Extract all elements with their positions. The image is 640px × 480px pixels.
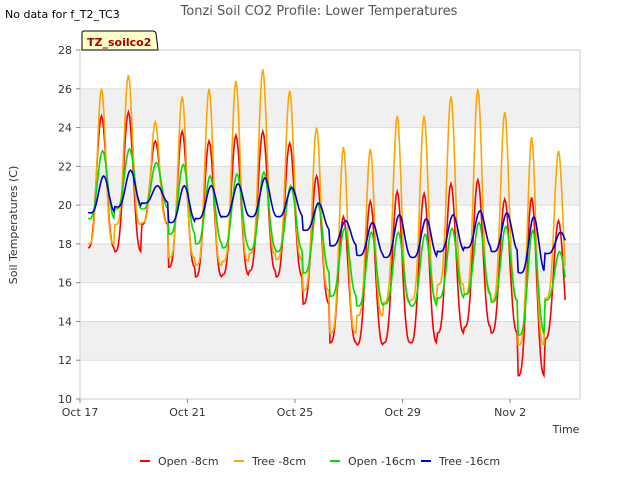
legend: Open -8cm Tree -8cm Open -16cm Tree -16cm bbox=[140, 455, 500, 468]
chart-title: Tonzi Soil CO2 Profile: Lower Temperatur… bbox=[180, 4, 458, 19]
y-tick-label: 14 bbox=[58, 315, 72, 328]
y-tick-label: 12 bbox=[58, 354, 72, 367]
grid-band bbox=[80, 243, 580, 283]
x-tick-label: Oct 21 bbox=[169, 406, 206, 419]
y-axis-label: Soil Temperatures (C) bbox=[7, 166, 20, 285]
grid-bands bbox=[80, 50, 580, 400]
legend-label: Tree -8cm bbox=[251, 455, 306, 468]
y-axis-ticks: 10 12 14 16 18 20 22 24 26 28 bbox=[58, 44, 80, 406]
grid-band bbox=[80, 50, 580, 89]
no-data-notice: No data for f_T2_TC3 bbox=[5, 8, 120, 21]
y-tick-label: 22 bbox=[58, 160, 72, 173]
y-tick-label: 24 bbox=[58, 122, 72, 135]
y-tick-label: 16 bbox=[58, 277, 72, 290]
legend-label: Open -8cm bbox=[158, 455, 219, 468]
y-tick-label: 18 bbox=[58, 238, 72, 251]
y-tick-label: 10 bbox=[58, 393, 72, 406]
y-tick-label: 28 bbox=[58, 44, 72, 57]
badge: TZ_soilco2 bbox=[81, 30, 159, 51]
x-tick-label: Oct 25 bbox=[277, 406, 314, 419]
grid-band bbox=[80, 127, 580, 167]
plot-frame bbox=[79, 49, 581, 400]
legend-label: Tree -16cm bbox=[438, 455, 500, 468]
x-tick-label: Oct 29 bbox=[384, 406, 421, 419]
y-tick-label: 20 bbox=[58, 199, 72, 212]
badge-box bbox=[81, 30, 159, 51]
grid-band bbox=[80, 360, 580, 399]
y-tick-label: 26 bbox=[58, 83, 72, 96]
x-axis-ticks: Oct 17 Oct 21 Oct 25 Oct 29 Nov 2 bbox=[62, 399, 526, 419]
x-tick-label: Oct 17 bbox=[62, 406, 99, 419]
badge-label: TZ_soilco2 bbox=[87, 36, 151, 49]
x-tick-label: Nov 2 bbox=[494, 406, 526, 419]
x-axis-label: Time bbox=[552, 423, 580, 436]
grid-band bbox=[80, 88, 580, 128]
series-lines bbox=[87, 69, 566, 379]
series-line-tree-16cm bbox=[87, 169, 566, 274]
legend-label: Open -16cm bbox=[348, 455, 416, 468]
